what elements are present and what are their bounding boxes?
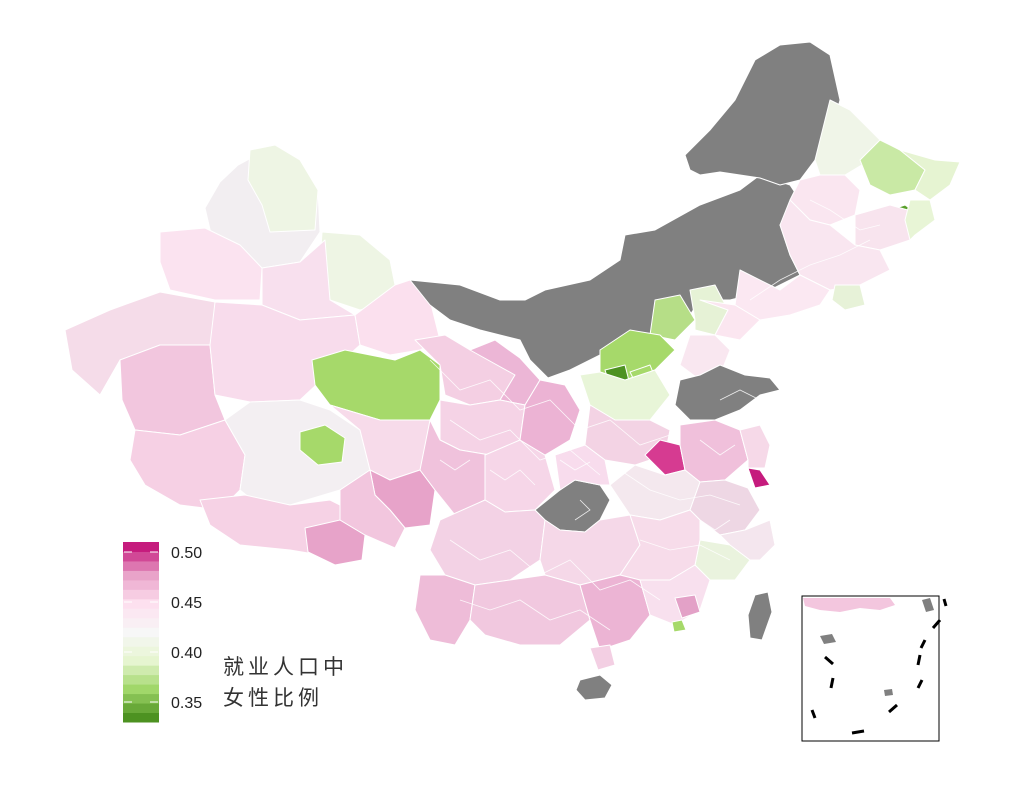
legend-color-step	[123, 551, 159, 562]
legend-tick-label: 0.35	[171, 695, 202, 712]
prefecture-borders	[429, 199, 881, 631]
legend-color-step	[123, 674, 159, 685]
region-xinjiang	[64, 144, 441, 511]
legend-color-step	[123, 560, 159, 571]
region-qinghai-tibet	[199, 349, 441, 566]
legend: 0.50 0.45 0.40 0.35 就业人口中 女性比例	[123, 542, 348, 723]
legend-color-step	[123, 646, 159, 657]
region-central-west	[414, 334, 581, 516]
legend-color-step	[123, 627, 159, 638]
legend-color-step	[123, 598, 159, 609]
legend-color-step	[123, 608, 159, 619]
region-no-data-north	[409, 41, 841, 379]
inset-taiwan	[922, 598, 934, 612]
south-china-sea-inset	[801, 595, 948, 742]
legend-color-step	[123, 703, 159, 714]
legend-color-step	[123, 655, 159, 666]
inset-mainland-coast	[803, 598, 895, 612]
legend-tick-label: 0.50	[171, 545, 202, 562]
legend-ticks: 0.50 0.45 0.40 0.35	[124, 545, 202, 712]
legend-color-bar	[123, 542, 159, 723]
legend-title-line2: 女性比例	[223, 686, 323, 710]
legend-title-line1: 就业人口中	[223, 655, 348, 679]
legend-color-step	[123, 617, 159, 628]
legend-color-step	[123, 570, 159, 581]
legend-tick-label: 0.45	[171, 595, 202, 612]
legend-tick-label: 0.40	[171, 645, 202, 662]
legend-color-step	[123, 542, 159, 552]
legend-color-step	[123, 636, 159, 647]
legend-color-step	[123, 684, 159, 695]
region-south-china	[414, 499, 773, 701]
legend-color-step	[123, 693, 159, 704]
legend-color-step	[123, 579, 159, 590]
nine-dash-line	[942, 598, 948, 607]
inset-island	[884, 689, 893, 696]
region-northeast	[734, 99, 961, 321]
inset-frame	[801, 595, 940, 742]
legend-color-step	[123, 665, 159, 676]
legend-color-step	[123, 712, 159, 723]
legend-color-step	[123, 589, 159, 600]
inset-hainan	[820, 634, 836, 644]
region-north-china	[579, 284, 761, 421]
